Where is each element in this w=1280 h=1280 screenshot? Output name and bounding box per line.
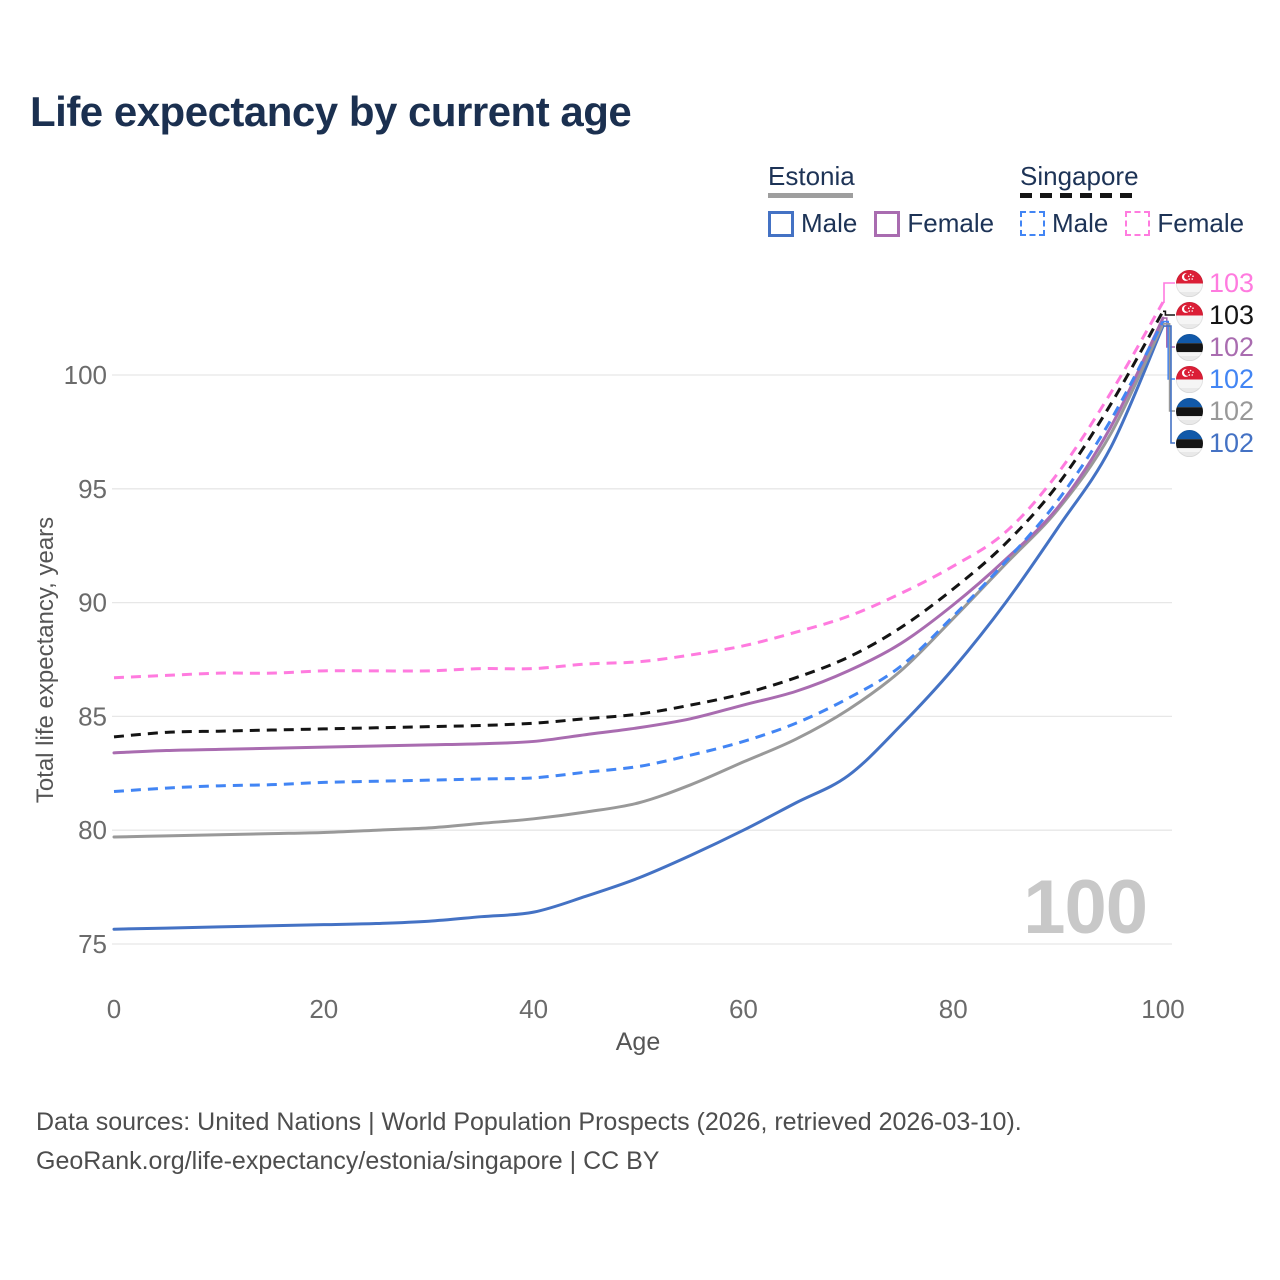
estonia-flag-icon — [1176, 397, 1203, 425]
end-label-value: 102 — [1209, 396, 1255, 426]
legend-header-estonia: Estonia — [768, 161, 855, 191]
series-line-singapore — [113, 310, 1165, 739]
y-tick-label: 85 — [78, 701, 107, 731]
y-tick-label: 100 — [64, 360, 107, 390]
end-label-value: 103 — [1209, 300, 1255, 330]
end-label-singapore-female: 103 — [1176, 269, 1254, 297]
y-tick-label: 90 — [78, 588, 107, 618]
legend-item-singapore-male: Male — [1020, 208, 1108, 239]
end-label-estonia-male: 102 — [1176, 429, 1254, 457]
y-tick-label: 95 — [78, 474, 107, 504]
legend-item-label: Female — [1157, 208, 1245, 238]
end-label-estonia-female: 102 — [1176, 333, 1254, 361]
legend-item-label: Male — [1052, 208, 1109, 238]
end-label-value: 102 — [1209, 332, 1255, 362]
legend-group-estonia: Estonia Male Female — [768, 163, 994, 239]
legend-items-singapore: Male Female — [1020, 208, 1244, 239]
footer-attribution: GeoRank.org/life-expectancy/estonia/sing… — [36, 1147, 660, 1175]
legend-estonia-line-swatch — [768, 193, 853, 198]
y-tick-label: 75 — [78, 929, 107, 959]
series-line-estonia-male — [112, 324, 1165, 931]
end-label-value: 102 — [1209, 364, 1255, 394]
end-label-estonia: 102 — [1176, 397, 1254, 425]
series-line-singapore-male — [113, 320, 1165, 794]
legend-item-singapore-female: Female — [1125, 208, 1244, 239]
age-watermark: 100 — [1023, 865, 1148, 950]
legend-items-estonia: Male Female — [768, 208, 994, 239]
leader-line — [1163, 325, 1175, 444]
singapore-male-swatch-icon — [1020, 211, 1045, 236]
leader-line — [1163, 322, 1175, 412]
leader-line — [1163, 310, 1175, 316]
singapore-female-swatch-icon — [1125, 211, 1151, 236]
page-title: Life expectancy by current age — [30, 88, 632, 135]
x-tick-label: 20 — [309, 994, 338, 1024]
series-line-estonia — [112, 322, 1165, 839]
singapore-flag-icon — [1176, 365, 1203, 393]
estonia-male-swatch-icon — [768, 210, 794, 237]
footer-data-sources: Data sources: United Nations | World Pop… — [36, 1108, 1022, 1136]
singapore-flag-icon — [1176, 301, 1203, 329]
singapore-flag-icon — [1176, 269, 1203, 297]
x-tick-label: 40 — [519, 994, 548, 1024]
estonia-female-swatch-icon — [874, 210, 901, 237]
series-line-singapore-female — [113, 301, 1165, 680]
legend-item-estonia-male: Male — [768, 208, 857, 239]
estonia-flag-icon — [1176, 429, 1203, 457]
x-tick-label: 60 — [729, 994, 758, 1024]
estonia-flag-icon — [1176, 333, 1203, 361]
legend-singapore-line-swatch — [1020, 193, 1135, 198]
legend-group-singapore: Singapore Male Female — [1020, 163, 1244, 239]
x-tick-label: 100 — [1141, 994, 1184, 1024]
series-line-estonia-female — [112, 316, 1165, 755]
end-label-value: 102 — [1209, 428, 1255, 458]
x-tick-label: 0 — [107, 994, 121, 1024]
legend-item-label: Male — [801, 208, 858, 238]
end-label-singapore: 103 — [1176, 301, 1254, 329]
legend-header-singapore: Singapore — [1020, 161, 1139, 191]
x-axis-title: Age — [615, 1028, 661, 1056]
leader-line — [1163, 282, 1175, 303]
end-label-singapore-male: 102 — [1176, 365, 1254, 393]
y-axis-title: Total life expectancy, years — [32, 516, 59, 804]
y-tick-label: 80 — [78, 815, 107, 845]
end-label-value: 103 — [1209, 268, 1255, 298]
x-tick-label: 80 — [939, 994, 968, 1024]
legend-item-estonia-female: Female — [874, 208, 994, 239]
legend-item-label: Female — [907, 208, 995, 238]
